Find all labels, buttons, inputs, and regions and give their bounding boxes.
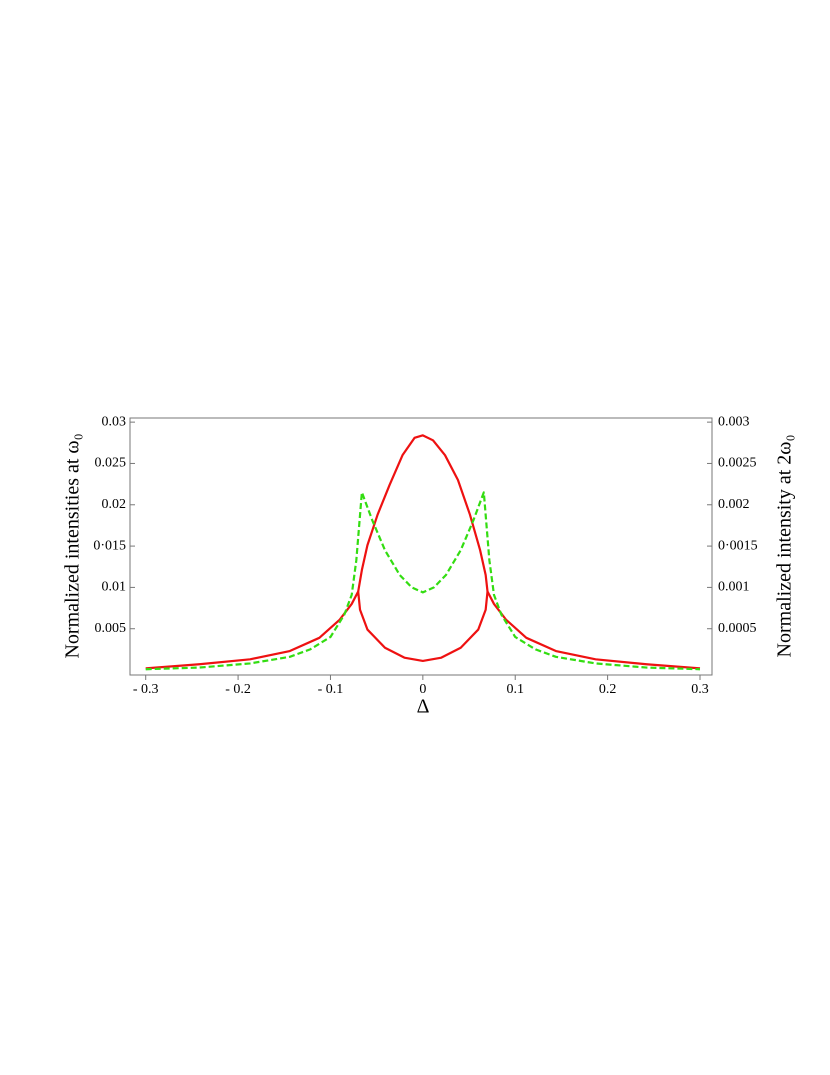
series-line xyxy=(145,491,701,671)
x-tick-label: 0.3 xyxy=(691,682,709,697)
series-line xyxy=(145,434,701,670)
plot-frame xyxy=(129,417,713,676)
x-tick-label: - 0.3 xyxy=(133,682,159,697)
y2-tick-label: 0.001 xyxy=(718,580,750,595)
x-axis-label: Δ xyxy=(417,696,430,718)
y2-tick-label: 0.0025 xyxy=(718,456,757,471)
y2-tick-label: 0.003 xyxy=(718,414,750,429)
y2-tick-label: 0.002 xyxy=(718,497,750,512)
x-tick-label: 0 xyxy=(419,682,426,697)
x-tick-label: 0.1 xyxy=(506,682,524,697)
y-axis-label: Normalized intensities at ω₀ xyxy=(62,433,84,658)
y-tick-label: 0.025 xyxy=(95,456,127,471)
y-tick-label: 0.01 xyxy=(102,580,127,595)
x-tick-label: - 0.2 xyxy=(225,682,251,697)
x-tick-label: 0.2 xyxy=(599,682,617,697)
y-tick-label: 0·015 xyxy=(93,538,126,553)
y2-tick-label: 0.0005 xyxy=(718,621,757,636)
y-tick-label: 0.03 xyxy=(102,414,127,429)
series-line xyxy=(357,591,489,663)
y-tick-label: 0.02 xyxy=(102,497,127,512)
y-tick-label: 0.005 xyxy=(95,621,127,636)
y2-tick-label: 0·0015 xyxy=(718,538,758,553)
y2-axis-label: Normalized intensity at 2ω₀ xyxy=(774,435,796,658)
x-tick-label: - 0.1 xyxy=(318,682,344,697)
